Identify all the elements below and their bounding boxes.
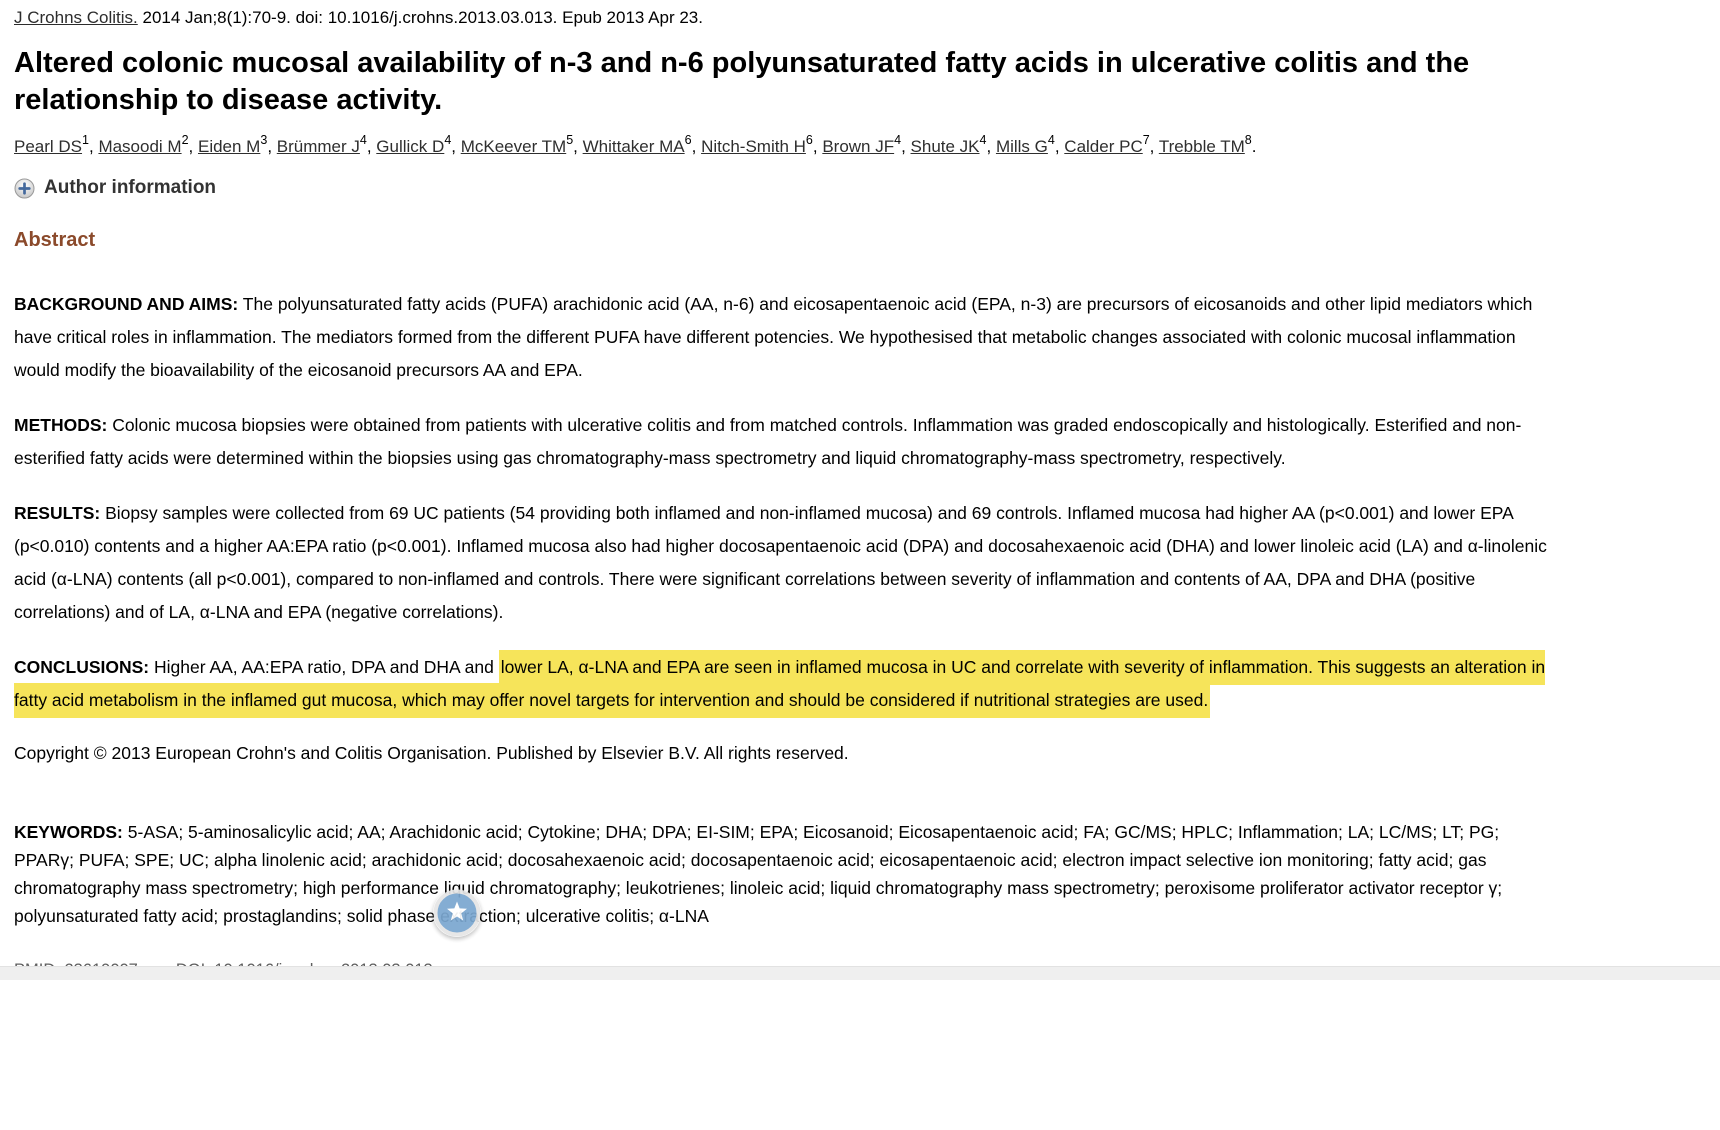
author: Gullick D4, (376, 134, 461, 156)
abstract-content: J Crohns Colitis. 2014 Jan;8(1):70-9. do… (14, 8, 1556, 980)
author: Brown JF4, (822, 134, 911, 156)
author: Shute JK4, (910, 134, 996, 156)
section-text: Higher AA, AA:EPA ratio, DPA and DHA and (149, 657, 499, 677)
author: Whittaker MA6, (582, 134, 702, 156)
journal-citation: J Crohns Colitis. 2014 Jan;8(1):70-9. do… (14, 8, 1556, 28)
affiliation-superscript: 1 (82, 133, 89, 148)
author-link[interactable]: Trebble TM (1158, 137, 1245, 156)
keywords-label: KEYWORDS: (14, 822, 123, 842)
abstract-heading: Abstract (14, 229, 96, 251)
affiliation-superscript: 2 (181, 133, 189, 148)
author-link[interactable]: Nitch-Smith H (701, 137, 806, 156)
author: Brümmer J4, (276, 134, 377, 156)
author-link[interactable]: Mills G (995, 137, 1048, 156)
author: Trebble TM8. (1158, 134, 1257, 156)
author: Mills G4, (995, 134, 1065, 156)
author-link[interactable]: McKeever TM (460, 137, 567, 156)
author-link[interactable]: Gullick D (376, 137, 445, 156)
author: Calder PC7, (1064, 134, 1159, 156)
affiliation-superscript: 8 (1244, 133, 1252, 148)
author-separator: , (1054, 137, 1065, 156)
abstract-conclusions-paragraph: CONCLUSIONS: Higher AA, AA:EPA ratio, DP… (14, 650, 1556, 718)
affiliation-superscript: 5 (566, 133, 574, 148)
section-text: The polyunsaturated fatty acids (PUFA) a… (14, 294, 1533, 380)
affiliation-superscript: 4 (359, 133, 367, 148)
author-separator: , (986, 137, 996, 156)
author-separator: , (267, 137, 277, 156)
author-separator: , (188, 137, 198, 156)
affiliation-superscript: 4 (894, 133, 902, 148)
author-information-label: Author information (44, 177, 217, 198)
affiliation-superscript: 6 (684, 133, 692, 148)
author: McKeever TM5, (460, 134, 583, 156)
author-link[interactable]: Eiden M (197, 137, 261, 156)
author-separator: , (901, 137, 911, 156)
journal-link[interactable]: J Crohns Colitis. (14, 8, 138, 27)
author-separator: , (1149, 137, 1159, 156)
article-title: Altered colonic mucosal availability of … (14, 47, 1470, 116)
affiliation-superscript: 4 (979, 133, 987, 148)
author: Masoodi M2, (98, 134, 198, 156)
author-terminator: . (1251, 137, 1257, 156)
author-link[interactable]: Pearl DS (14, 137, 83, 156)
affiliation-superscript: 4 (1047, 133, 1055, 148)
author: Pearl DS1, (14, 134, 99, 156)
section-text: Colonic mucosa biopsies were obtained fr… (14, 415, 1522, 468)
author-separator: , (812, 137, 823, 156)
section-label: BACKGROUND AND AIMS: (14, 294, 239, 314)
author-separator: , (691, 137, 702, 156)
star-badge-icon[interactable] (433, 889, 481, 937)
author-link[interactable]: Brümmer J (276, 137, 360, 156)
author-link[interactable]: Whittaker MA (582, 137, 685, 156)
citation-details: 2014 Jan;8(1):70-9. doi: 10.1016/j.crohn… (137, 8, 703, 27)
section-text: Biopsy samples were collected from 69 UC… (14, 503, 1547, 622)
author: Eiden M3, (197, 134, 277, 156)
abstract-results-paragraph: RESULTS: Biopsy samples were collected f… (14, 497, 1556, 629)
author-separator: , (88, 137, 99, 156)
section-label: CONCLUSIONS: (14, 657, 150, 677)
author-separator: , (366, 137, 377, 156)
section-label: METHODS: (14, 415, 108, 435)
author-link[interactable]: Shute JK (910, 137, 980, 156)
keywords-paragraph: KEYWORDS: 5-ASA; 5-aminosalicylic acid; … (14, 818, 1556, 930)
author: Nitch-Smith H6, (701, 134, 823, 156)
section-label: RESULTS: (14, 503, 101, 523)
pubmed-abstract-page: J Crohns Colitis. 2014 Jan;8(1):70-9. do… (0, 8, 1720, 980)
copyright-line: Copyright © 2013 European Crohn's and Co… (14, 743, 849, 763)
expand-plus-icon[interactable] (14, 178, 35, 199)
author-link[interactable]: Masoodi M (98, 137, 182, 156)
footer-strip (0, 966, 1720, 980)
affiliation-superscript: 6 (805, 133, 813, 148)
affiliation-superscript: 4 (444, 133, 452, 148)
author-list: Pearl DS1, Masoodi M2, Eiden M3, Brümmer… (14, 134, 1556, 159)
abstract-methods-paragraph: METHODS: Colonic mucosa biopsies were ob… (14, 409, 1556, 475)
author-link[interactable]: Calder PC (1064, 137, 1143, 156)
author-information-toggle[interactable]: Author information (14, 176, 1556, 200)
author-link[interactable]: Brown JF (822, 137, 895, 156)
abstract-background-paragraph: BACKGROUND AND AIMS: The polyunsaturated… (14, 288, 1556, 387)
author-separator: , (573, 137, 583, 156)
author-separator: , (451, 137, 461, 156)
affiliation-superscript: 3 (260, 133, 268, 148)
affiliation-superscript: 7 (1142, 133, 1150, 148)
keywords-text: 5-ASA; 5-aminosalicylic acid; AA; Arachi… (14, 822, 1503, 926)
